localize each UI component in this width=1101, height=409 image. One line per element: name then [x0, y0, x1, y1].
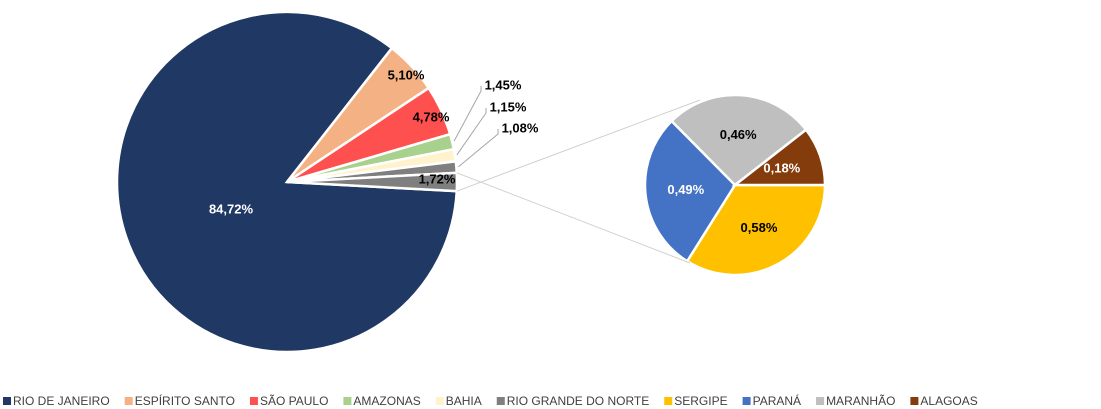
data-label: 0,18%: [763, 160, 800, 175]
data-label: 5,10%: [388, 67, 425, 82]
legend-label: PARANÁ: [753, 393, 801, 408]
data-label: 1,72%: [419, 171, 456, 186]
connector-line: [456, 172, 691, 264]
legend-swatch: [664, 397, 673, 405]
leader-line: [456, 108, 487, 156]
connector-line: [456, 99, 701, 192]
pie-slice: [731, 127, 827, 187]
legend-label: AMAZONAS: [353, 394, 420, 408]
data-label: 84,72%: [209, 201, 254, 216]
data-label: 0,49%: [667, 182, 704, 197]
data-label: 1,15%: [490, 99, 527, 114]
data-label: 4,78%: [413, 109, 450, 124]
legend-swatch: [816, 397, 825, 405]
legend-swatch: [124, 397, 133, 405]
legend-swatch: [435, 397, 444, 405]
legend-label: SERGIPE: [674, 394, 727, 408]
legend-swatch: [343, 397, 352, 405]
legend-label: ESPÍRITO SANTO: [135, 393, 235, 408]
data-label: 0,58%: [741, 220, 778, 235]
data-label: 1,08%: [502, 120, 539, 135]
pie-slice: [669, 93, 808, 187]
data-label: 0,46%: [720, 127, 757, 142]
legend-label: ALAGOAS: [920, 394, 977, 408]
legend-swatch: [742, 397, 751, 405]
leader-line: [458, 129, 499, 168]
legend-swatch: [496, 397, 505, 405]
legend-label: BAHIA: [446, 394, 482, 408]
legend-label: MARANHÃO: [826, 394, 895, 408]
legend-swatch: [249, 397, 258, 405]
data-label: 1,45%: [485, 77, 522, 92]
pie-slice: [643, 119, 737, 263]
legend-label: SÃO PAULO: [260, 394, 328, 408]
leader-line: [453, 86, 482, 142]
legend-swatch: [910, 397, 919, 405]
legend-swatch: [3, 397, 11, 405]
legend-label: RIO GRANDE DO NORTE: [507, 394, 649, 408]
legend-label: RIO DE JANEIRO: [13, 394, 110, 408]
